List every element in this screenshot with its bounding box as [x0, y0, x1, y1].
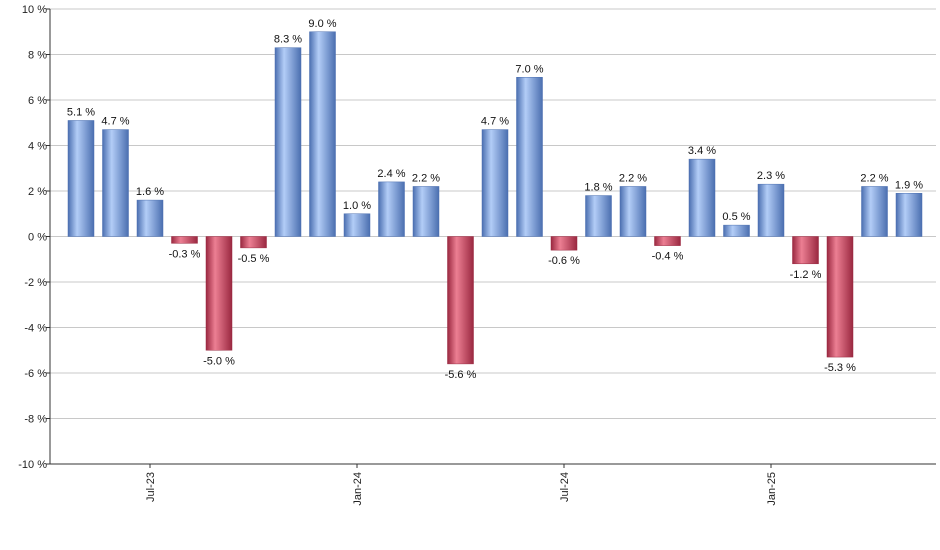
- y-tick-label: 2 %: [28, 186, 47, 198]
- data-label: 1.0 %: [343, 200, 371, 212]
- bar-Sep-24: [619, 186, 647, 237]
- bar-Dec-24: [723, 224, 750, 237]
- x-tick-label: Jan-25: [766, 472, 778, 506]
- bar-Aug-23: [171, 236, 198, 244]
- bar-Aug-24: [585, 195, 612, 237]
- bar-Apr-25: [861, 186, 888, 237]
- data-label: -5.3 %: [824, 362, 856, 374]
- data-label: 5.1 %: [67, 106, 95, 118]
- data-label: 0.5 %: [722, 211, 750, 223]
- y-tick-label: 0 %: [28, 232, 47, 244]
- data-labels: 5.1 % 4.7 % 1.6 % -0.3 % -5.0 % -0.5 % 8.3 % 9.…: [67, 18, 923, 381]
- data-label: 1.9 %: [895, 179, 923, 191]
- bars: [67, 31, 923, 365]
- data-label: -0.4 %: [652, 251, 684, 263]
- data-label: 2.4 %: [377, 168, 405, 180]
- data-label: -0.6 %: [548, 255, 580, 267]
- x-axis-ticks: Jul-23 Jan-24 Jul-24 Jan-25: [145, 464, 778, 506]
- data-label: 2.3 %: [757, 170, 785, 182]
- bar-Feb-25: [792, 236, 819, 265]
- y-tick-label: 8 %: [28, 50, 47, 62]
- bar-Mar-24: [412, 186, 440, 237]
- x-tick-label: Jan-24: [352, 472, 364, 506]
- bar-Jan-25: [757, 183, 785, 237]
- y-tick-label: -2 %: [24, 277, 47, 289]
- bar-Jul-23: [136, 199, 164, 237]
- bar-Sep-23: [205, 236, 233, 351]
- axes: [49, 9, 936, 465]
- bar-Oct-24: [654, 236, 681, 246]
- data-label: 3.4 %: [688, 145, 716, 157]
- data-label: 2.2 %: [619, 172, 647, 184]
- bar-Nov-23: [274, 47, 302, 237]
- data-label: 4.7 %: [101, 116, 129, 128]
- data-label: 2.2 %: [860, 172, 888, 184]
- data-label: 4.7 %: [481, 116, 509, 128]
- data-label: 1.8 %: [584, 182, 612, 194]
- data-label: -1.2 %: [790, 269, 822, 281]
- bar-May-25: [895, 193, 923, 237]
- y-tick-label: 4 %: [28, 141, 47, 153]
- bar-Jul-24: [550, 236, 578, 251]
- y-tick-label: -8 %: [24, 414, 47, 426]
- bar-Mar-25: [826, 236, 854, 358]
- data-label: 2.2 %: [412, 172, 440, 184]
- data-label: 1.6 %: [136, 186, 164, 198]
- x-tick-label: Jul-23: [145, 472, 157, 502]
- bar-Apr-24: [447, 236, 474, 365]
- bar-Jan-24: [343, 213, 371, 237]
- x-tick-label: Jul-24: [559, 472, 571, 502]
- data-label: 8.3 %: [274, 34, 302, 46]
- bar-Jun-23: [102, 129, 129, 237]
- y-tick-label: -10 %: [18, 459, 47, 471]
- bar-Oct-23: [240, 236, 267, 249]
- bar-May-23: [67, 120, 95, 237]
- data-label: -0.5 %: [238, 253, 270, 265]
- y-tick-label: -6 %: [24, 368, 47, 380]
- bar-Nov-24: [688, 158, 716, 237]
- y-tick-label: -4 %: [24, 323, 47, 335]
- data-label: -5.0 %: [203, 355, 235, 367]
- bar-Dec-23: [309, 31, 336, 237]
- data-label: 7.0 %: [515, 63, 543, 75]
- y-tick-label: 10 %: [22, 4, 47, 16]
- data-label: -0.3 %: [169, 248, 201, 260]
- data-label: 9.0 %: [308, 18, 336, 30]
- bar-May-24: [481, 129, 509, 237]
- y-axis-ticks: 10 % 8 % 6 % 4 % 2 % 0 % -2 % -4 % -6 % -8 % -10 %: [18, 4, 50, 471]
- bar-Jun-24: [516, 77, 543, 237]
- data-label: -5.6 %: [445, 369, 477, 381]
- bar-Feb-24: [378, 181, 405, 237]
- y-tick-label: 6 %: [28, 95, 47, 107]
